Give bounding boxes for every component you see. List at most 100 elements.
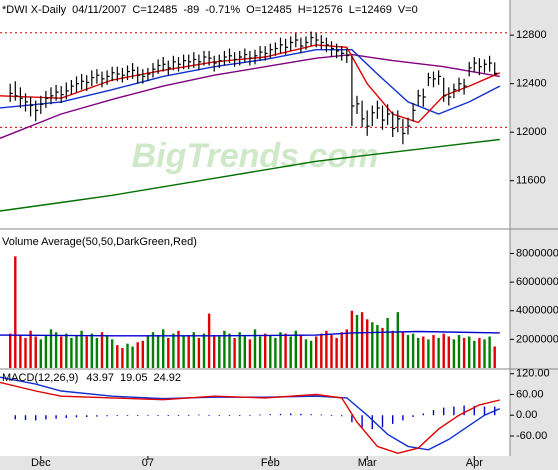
histogram-bar: [147, 414, 149, 416]
histogram-bar: [116, 415, 118, 417]
chart-title: *DWI X-Daily: [2, 4, 67, 16]
volume-bar: [299, 335, 303, 368]
volume-bar: [269, 335, 272, 368]
volume-bar: [233, 337, 236, 368]
volume-bar: [457, 335, 461, 368]
volume-bar: [24, 337, 27, 368]
volume-bar: [141, 340, 144, 368]
header-value: O=12485: [246, 4, 292, 16]
histogram-bar: [330, 415, 333, 417]
volume-bar: [432, 335, 435, 368]
volume-bar: [386, 317, 389, 368]
x-tick-label: Apr: [466, 457, 483, 469]
volume-bar: [95, 337, 99, 368]
header-value: 19.05: [120, 372, 148, 384]
volume-bar: [468, 336, 471, 368]
histogram-bar: [55, 415, 57, 419]
header-value: 43.97: [86, 372, 114, 384]
y-tick-label: 6000000: [516, 276, 558, 288]
volume-bar: [182, 336, 185, 368]
histogram-bar: [157, 415, 159, 417]
moving-average: [0, 53, 500, 139]
histogram-bar: [361, 415, 363, 428]
histogram-bar: [75, 415, 78, 418]
volume-bar: [452, 339, 456, 368]
header-value: H=12576: [298, 4, 343, 16]
histogram-bar: [228, 415, 231, 417]
volume-bar: [264, 333, 267, 368]
histogram-bar: [198, 414, 200, 416]
volume-bar: [29, 330, 32, 368]
volume-bar: [478, 337, 481, 368]
volume-bar: [162, 329, 165, 368]
volume-bar: [345, 329, 348, 368]
volume-bar: [126, 343, 129, 368]
volume-bar: [44, 335, 48, 368]
volume-bar: [427, 339, 430, 368]
volume-bar: [223, 330, 226, 368]
volume-bar: [422, 336, 425, 368]
histogram-bar: [249, 414, 251, 416]
x-tick-label: Feb: [261, 457, 280, 469]
histogram-bar: [208, 414, 210, 416]
volume-bar: [49, 329, 53, 368]
volume-bar: [146, 336, 150, 368]
histogram-bar: [126, 415, 129, 417]
volume-bar: [396, 312, 399, 368]
histogram-bar: [218, 415, 220, 417]
histogram-bar: [167, 415, 169, 417]
volume-bar: [284, 333, 287, 368]
header-value: C=12485: [132, 4, 177, 16]
volume-bar: [391, 330, 394, 368]
volume-bar: [177, 330, 180, 368]
volume-bar: [437, 337, 440, 368]
volume-bar: [447, 336, 450, 368]
volume-bar: [442, 333, 445, 368]
volume-bar: [350, 310, 354, 368]
header-value: 24.92: [153, 372, 181, 384]
volume-bar: [483, 339, 486, 368]
histogram-bar: [188, 414, 190, 416]
volume-bar: [116, 345, 119, 368]
y-tick-label: 120.00: [516, 368, 550, 380]
volume-bar: [253, 329, 257, 368]
volume-bar: [85, 336, 88, 368]
volume-bar: [243, 335, 246, 368]
volume-bar: [9, 333, 12, 368]
volume-bar: [121, 347, 124, 368]
volume-bar: [192, 332, 195, 368]
volume-bar: [320, 333, 323, 368]
header-value: L=12469: [349, 4, 392, 16]
volume-bar: [417, 337, 420, 368]
histogram-bar: [402, 415, 404, 421]
volume-bar: [54, 332, 58, 368]
histogram-bar: [45, 415, 47, 420]
histogram-bar: [341, 415, 343, 417]
y-tick-label: 0.00: [516, 409, 537, 421]
histogram-bar: [443, 407, 445, 416]
histogram-bar: [432, 410, 435, 416]
volume-bar: [304, 339, 308, 368]
y-tick-label: 12400: [516, 78, 547, 90]
volume-bar: [218, 336, 221, 368]
header-value: -89: [183, 4, 199, 16]
volume-bar: [355, 315, 359, 368]
volume-bar: [156, 335, 160, 368]
histogram-bar: [279, 413, 282, 416]
volume-bar: [411, 333, 415, 368]
volume-bar: [39, 339, 42, 368]
histogram-bar: [65, 415, 67, 418]
volume-bar: [131, 346, 134, 368]
volume-bar: [14, 256, 17, 368]
histogram-bar: [300, 413, 302, 416]
volume-bar: [325, 330, 328, 368]
header-value: V=0: [398, 4, 418, 16]
volume-bar: [238, 332, 241, 368]
volume-bar: [406, 335, 410, 368]
volume-bar: [473, 340, 476, 368]
volume-bar: [330, 335, 333, 368]
histogram-bar: [24, 415, 27, 421]
volume-bar: [187, 335, 190, 368]
y-tick-label: 12800: [516, 29, 547, 41]
